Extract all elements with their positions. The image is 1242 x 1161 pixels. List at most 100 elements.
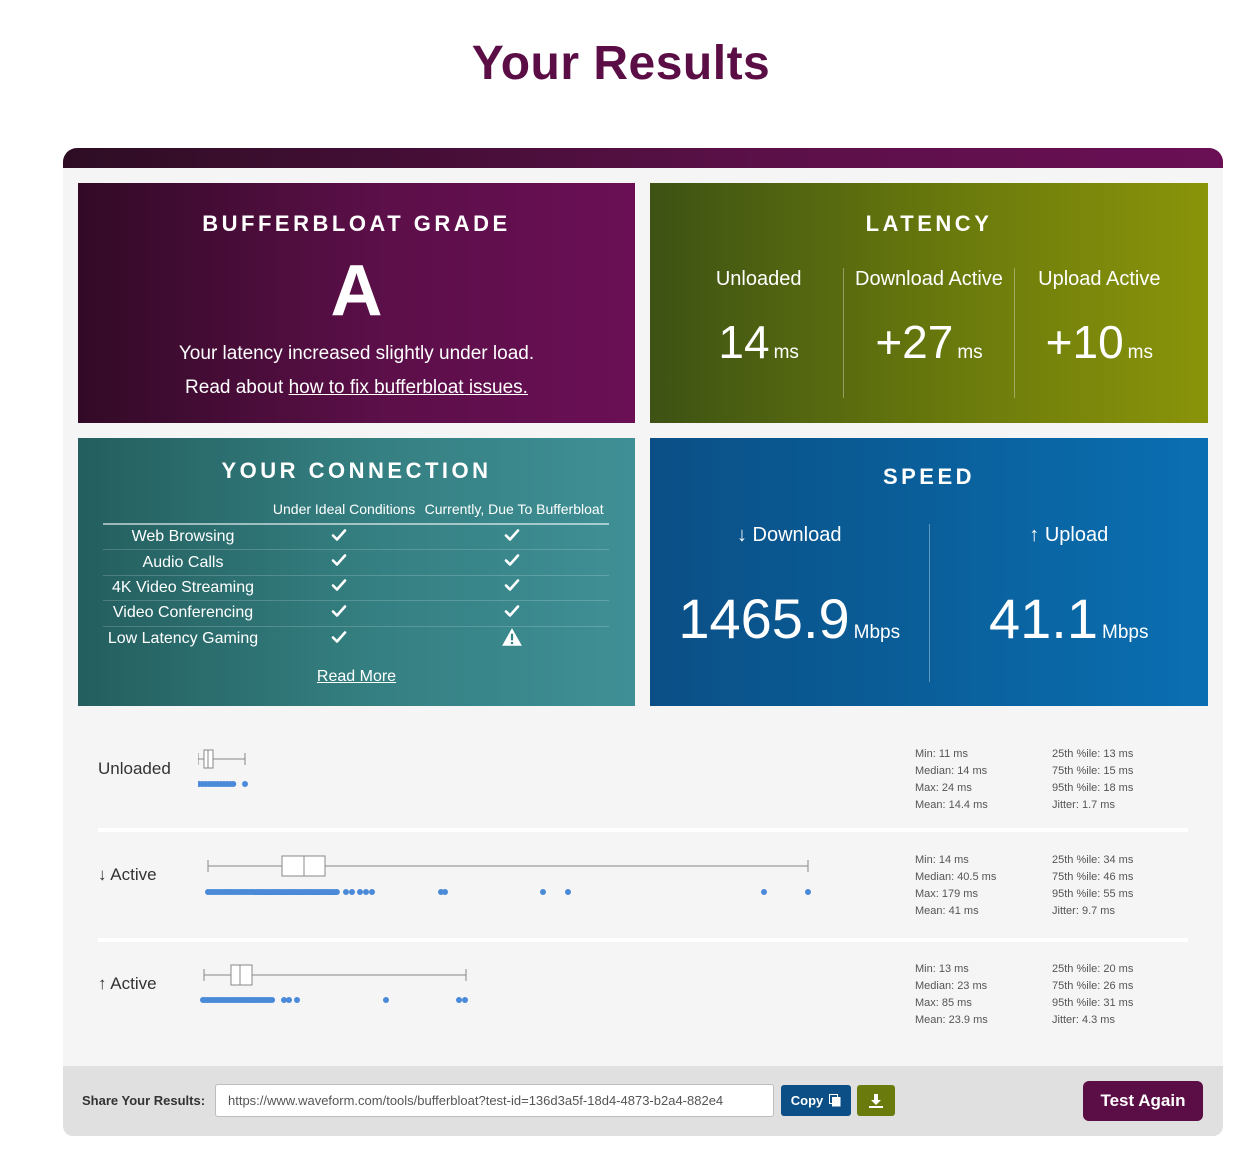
stat-min: Min: 14 ms <box>915 854 969 866</box>
check-icon <box>415 527 609 548</box>
sample-dot <box>540 889 546 895</box>
stat-max: Max: 85 ms <box>915 997 972 1009</box>
fix-bufferbloat-link[interactable]: how to fix bufferbloat issues. <box>288 377 528 398</box>
check-icon <box>263 527 415 548</box>
connection-row: 4K Video Streaming <box>103 576 609 602</box>
sample-dot <box>286 997 292 1003</box>
connection-row: Web Browsing <box>103 525 609 551</box>
test-again-button[interactable]: Test Again <box>1083 1081 1203 1121</box>
copy-button[interactable]: Copy <box>781 1085 851 1116</box>
stats-right: 25th %ile: 20 ms 75th %ile: 26 ms 95th %… <box>1052 961 1189 1029</box>
download-label: ↓ Download <box>736 524 842 546</box>
latency-upload-active: Upload Active +10 ms <box>1013 268 1184 398</box>
latency-number: +27 <box>875 316 954 368</box>
connection-table: Web Browsing Audio Calls 4K Video Streamin… <box>103 523 609 652</box>
card-top-bar <box>63 148 1223 168</box>
distribution-stats: Min: 11 ms Median: 14 ms Max: 24 ms Mean… <box>915 746 1195 814</box>
stats-right: 25th %ile: 13 ms 75th %ile: 15 ms 95th %… <box>1052 746 1189 814</box>
upload-value: 41.1 Mbps <box>930 589 1209 663</box>
latency-columns: Unloaded 14 ms Download Active +27 ms Uplo… <box>674 268 1184 398</box>
stat-median: Median: 23 ms <box>915 980 988 992</box>
connection-use-case: 4K Video Streaming <box>111 578 254 596</box>
latency-value: 14 ms <box>674 317 843 378</box>
stat-p75: 75th %ile: 15 ms <box>1052 765 1134 777</box>
boxplot-upload-active <box>200 964 468 1003</box>
download-icon <box>869 1093 883 1108</box>
sample-dot <box>456 997 462 1003</box>
boxplot-unloaded <box>198 749 248 787</box>
stats-left: Min: 11 ms Median: 14 ms Max: 24 ms Mean… <box>915 746 1052 814</box>
speed-download: ↓ Download 1465.9 Mbps <box>650 524 929 682</box>
boxplot-download-active <box>205 855 811 895</box>
latency-label: Upload Active <box>1038 268 1161 290</box>
download-value: 1465.9 Mbps <box>650 589 929 663</box>
connection-headers: Under Ideal Conditions Currently, Due To… <box>268 501 608 517</box>
latency-value: +10 ms <box>1015 317 1184 378</box>
speed-columns: ↓ Download 1465.9 Mbps ↑ Upload 41.1 Mbps <box>650 524 1208 682</box>
distribution-label: ↑ Active <box>98 974 157 993</box>
stat-jitter: Jitter: 9.7 ms <box>1052 905 1115 917</box>
grade-letter: A <box>330 251 383 331</box>
grade-title: BUFFERBLOAT GRADE <box>202 211 511 236</box>
latency-download-active: Download Active +27 ms <box>843 268 1013 398</box>
read-about-prefix: Read about <box>185 377 289 398</box>
speed-upload: ↑ Upload 41.1 Mbps <box>928 524 1209 682</box>
stat-jitter: Jitter: 1.7 ms <box>1052 799 1115 811</box>
sample-dot <box>242 781 248 787</box>
stat-mean: Mean: 14.4 ms <box>915 799 988 811</box>
distribution-stats: Min: 14 ms Median: 40.5 ms Max: 179 ms M… <box>915 852 1195 920</box>
check-icon <box>263 552 415 573</box>
copy-label: Copy <box>790 1093 824 1108</box>
share-label: Share Your Results: <box>82 1093 206 1108</box>
sample-dot <box>363 889 369 895</box>
distribution-label: Unloaded <box>98 759 171 778</box>
stat-max: Max: 24 ms <box>915 782 972 794</box>
sample-dot <box>462 997 468 1003</box>
sample-dot <box>442 889 448 895</box>
sample-dot <box>349 889 355 895</box>
latency-title: LATENCY <box>865 211 993 236</box>
latency-label: Unloaded <box>715 268 802 290</box>
stat-p25: 25th %ile: 34 ms <box>1052 854 1134 866</box>
stats-right: 25th %ile: 34 ms 75th %ile: 46 ms 95th %… <box>1052 852 1189 920</box>
speed-panel: SPEED ↓ Download 1465.9 Mbps ↑ Upload 41.… <box>650 438 1208 706</box>
upload-unit: Mbps <box>1102 622 1149 643</box>
stat-p75: 75th %ile: 46 ms <box>1052 871 1134 883</box>
connection-use-case: Web Browsing <box>131 528 235 546</box>
sample-dot <box>565 889 571 895</box>
sample-dot <box>281 997 287 1003</box>
sample-dot <box>294 997 300 1003</box>
stat-p95: 95th %ile: 18 ms <box>1052 782 1134 794</box>
connection-use-case: Low Latency Gaming <box>107 630 259 648</box>
stat-jitter: Jitter: 4.3 ms <box>1052 1014 1115 1026</box>
stat-mean: Mean: 41 ms <box>915 905 979 917</box>
read-more-link[interactable]: Read More <box>316 668 397 685</box>
stat-p95: 95th %ile: 31 ms <box>1052 997 1134 1009</box>
stat-p25: 25th %ile: 13 ms <box>1052 748 1134 760</box>
sample-dot <box>357 889 363 895</box>
stat-mean: Mean: 23.9 ms <box>915 1014 988 1026</box>
share-url-field[interactable]: https://www.waveform.com/tools/bufferblo… <box>215 1084 774 1117</box>
header-ideal: Under Ideal Conditions <box>272 501 416 517</box>
latency-number: +10 <box>1045 316 1124 368</box>
header-current: Currently, Due To Bufferbloat <box>424 501 604 517</box>
sample-dot <box>383 997 389 1003</box>
sample-dot <box>761 889 767 895</box>
bufferbloat-grade-panel: BUFFERBLOAT GRADE A Your latency increas… <box>78 183 635 423</box>
grade-read-about: Read about how to fix bufferbloat issues… <box>78 377 635 399</box>
your-connection-panel: YOUR CONNECTION Under Ideal Conditions C… <box>78 438 635 706</box>
distribution-divider <box>98 938 1188 942</box>
stats-left: Min: 13 ms Median: 23 ms Max: 85 ms Mean… <box>915 961 1052 1029</box>
results-card: BUFFERBLOAT GRADE A Your latency increas… <box>63 148 1223 1136</box>
warning-icon <box>415 627 609 652</box>
distribution-divider <box>98 828 1188 832</box>
check-icon <box>263 577 415 598</box>
read-more: Read More <box>78 668 635 686</box>
download-button[interactable] <box>857 1085 895 1116</box>
distribution-label: ↓ Active <box>98 865 157 884</box>
stats-left: Min: 14 ms Median: 40.5 ms Max: 179 ms M… <box>915 852 1052 920</box>
share-bar: Share Your Results: https://www.waveform… <box>63 1066 1223 1136</box>
download-number: 1465.9 <box>678 587 850 650</box>
upload-label: ↑ Upload <box>1029 524 1109 546</box>
stat-p25: 25th %ile: 20 ms <box>1052 963 1134 975</box>
